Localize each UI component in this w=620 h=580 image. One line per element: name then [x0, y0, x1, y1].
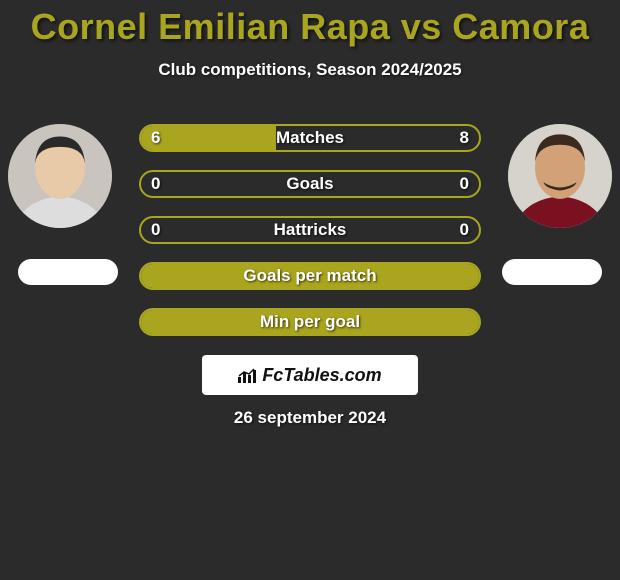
stat-bar [139, 170, 481, 198]
stat-row: Goals per match [139, 262, 481, 290]
stat-row: Goals00 [139, 170, 481, 198]
page-title: Cornel Emilian Rapa vs Camora [0, 0, 620, 48]
stat-bar [139, 124, 481, 152]
stat-value-left: 6 [151, 124, 160, 152]
stat-bar-fill-left [141, 264, 479, 288]
stat-bar [139, 216, 481, 244]
avatar-right-svg [508, 124, 612, 228]
avatar-left-svg [8, 124, 112, 228]
stat-bar-fill-left [141, 126, 276, 150]
brand-chart-icon [238, 367, 258, 383]
subtitle: Club competitions, Season 2024/2025 [0, 60, 620, 80]
stat-row: Min per goal [139, 308, 481, 336]
date-text: 26 september 2024 [0, 408, 620, 428]
stat-value-right: 0 [460, 216, 469, 244]
stat-bar [139, 308, 481, 336]
player-right-flag-pill [502, 259, 602, 285]
stat-value-right: 0 [460, 170, 469, 198]
stat-row: Matches68 [139, 124, 481, 152]
stat-value-right: 8 [460, 124, 469, 152]
comparison-rows: Matches68Goals00Hattricks00Goals per mat… [139, 124, 481, 354]
player-left-avatar [8, 124, 112, 228]
brand-card: FcTables.com [202, 355, 418, 395]
comparison-infographic: Cornel Emilian Rapa vs Camora Club compe… [0, 0, 620, 580]
stat-bar-fill-left [141, 310, 479, 334]
player-right-avatar [508, 124, 612, 228]
stat-row: Hattricks00 [139, 216, 481, 244]
stat-value-left: 0 [151, 216, 160, 244]
stat-bar [139, 262, 481, 290]
brand-text: FcTables.com [262, 365, 381, 386]
player-left-flag-pill [18, 259, 118, 285]
stat-value-left: 0 [151, 170, 160, 198]
